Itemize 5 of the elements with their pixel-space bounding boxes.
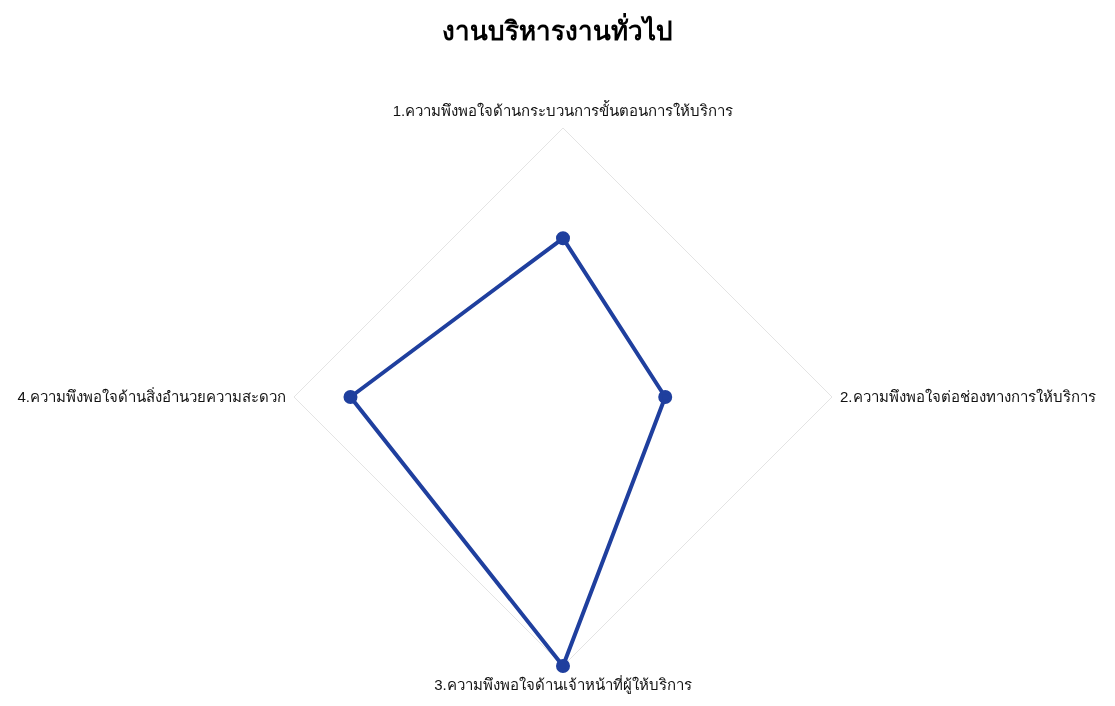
spoke-label: 2.ความพึงพอใจต่อช่องทางการให้บริการ [840,388,1096,405]
spoke-label: 4.ความพึงพอใจด้านสิ่งอำนวยความสะดวก [17,386,286,405]
spoke-label: 3.ความพึงพอใจด้านเจ้าหน้าที่ผู้ให้บริการ [434,674,692,694]
chart-title: งานบริหารงานทั่วไป [441,12,674,48]
spoke-label: 1.ความพึงพอใจด้านกระบวนการขั้นตอนการให้บริการ [392,100,734,119]
